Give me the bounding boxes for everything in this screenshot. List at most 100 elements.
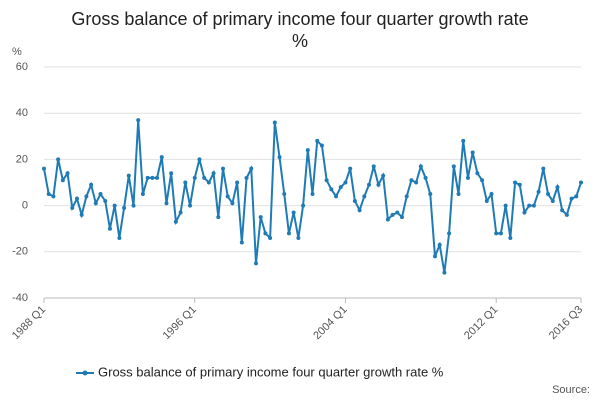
point (456, 192, 461, 197)
x-tick-label: 1988 Q1 (10, 304, 48, 342)
point (263, 231, 268, 236)
point (461, 138, 466, 143)
point (98, 192, 103, 197)
point (546, 192, 551, 197)
point (334, 194, 339, 199)
point (550, 198, 555, 203)
point (206, 180, 211, 185)
point (395, 210, 400, 215)
point (140, 192, 145, 197)
point (385, 217, 390, 222)
point (319, 143, 324, 148)
point (282, 192, 287, 197)
point (376, 182, 381, 187)
point (173, 219, 178, 224)
point (338, 185, 343, 190)
point (145, 175, 150, 180)
point (560, 208, 565, 213)
point (122, 205, 127, 210)
point (291, 210, 296, 215)
point (527, 203, 532, 208)
point (329, 187, 334, 192)
point (235, 180, 240, 185)
point (211, 171, 216, 176)
point (489, 192, 494, 197)
point (164, 201, 169, 206)
point (428, 192, 433, 197)
point (188, 203, 193, 208)
x-tick-label: 2016 Q3 (547, 304, 585, 342)
point (202, 175, 207, 180)
point (131, 203, 136, 208)
point (484, 198, 489, 203)
point (352, 198, 357, 203)
x-tick-label: 1996 Q1 (161, 304, 199, 342)
point (437, 242, 442, 247)
point (390, 212, 395, 217)
point (357, 208, 362, 213)
point (494, 231, 499, 236)
point (277, 155, 282, 160)
point (498, 231, 503, 236)
point (84, 194, 89, 199)
point (315, 138, 320, 143)
point (555, 185, 560, 190)
y-tick-label: 0 (22, 200, 28, 212)
legend-marker (82, 370, 88, 376)
point (517, 182, 522, 187)
point (574, 194, 579, 199)
point (409, 178, 414, 183)
point (136, 118, 141, 123)
point (103, 198, 108, 203)
point (65, 171, 70, 176)
point (310, 192, 315, 197)
x-tick-label: 2012 Q1 (462, 304, 500, 342)
point (42, 166, 46, 171)
point (348, 166, 353, 171)
point (301, 203, 306, 208)
point (447, 231, 452, 236)
point (155, 175, 160, 180)
point (296, 235, 301, 240)
y-tick-label: -40 (12, 292, 28, 304)
point (239, 240, 244, 245)
point (159, 155, 164, 160)
y-axis-label: % (12, 46, 22, 58)
point (432, 254, 437, 259)
point (513, 180, 518, 185)
point (150, 175, 155, 180)
point (404, 194, 409, 199)
point (343, 180, 348, 185)
y-tick-label: 40 (16, 107, 28, 119)
point (74, 196, 79, 201)
point (465, 175, 470, 180)
point (418, 164, 423, 169)
point (400, 215, 404, 220)
point (480, 178, 485, 183)
point (169, 171, 174, 176)
series-line (43, 120, 582, 273)
point (56, 157, 61, 162)
y-tick-label: -20 (12, 246, 28, 258)
point (475, 171, 480, 176)
point (126, 173, 131, 178)
point (423, 175, 428, 180)
point (46, 192, 51, 197)
point (107, 226, 112, 231)
point (93, 201, 98, 206)
point (244, 175, 249, 180)
point (470, 150, 475, 155)
point (564, 212, 569, 217)
point (253, 261, 258, 266)
point (70, 205, 75, 210)
x-tick-label: 2004 Q1 (311, 304, 349, 342)
point (178, 210, 183, 215)
chart-title: Gross balance of primary income four qua… (71, 9, 528, 29)
point (371, 164, 376, 169)
point (442, 270, 447, 275)
source: Source: (552, 384, 590, 396)
point (225, 194, 230, 199)
point (221, 166, 225, 171)
point (197, 157, 202, 162)
